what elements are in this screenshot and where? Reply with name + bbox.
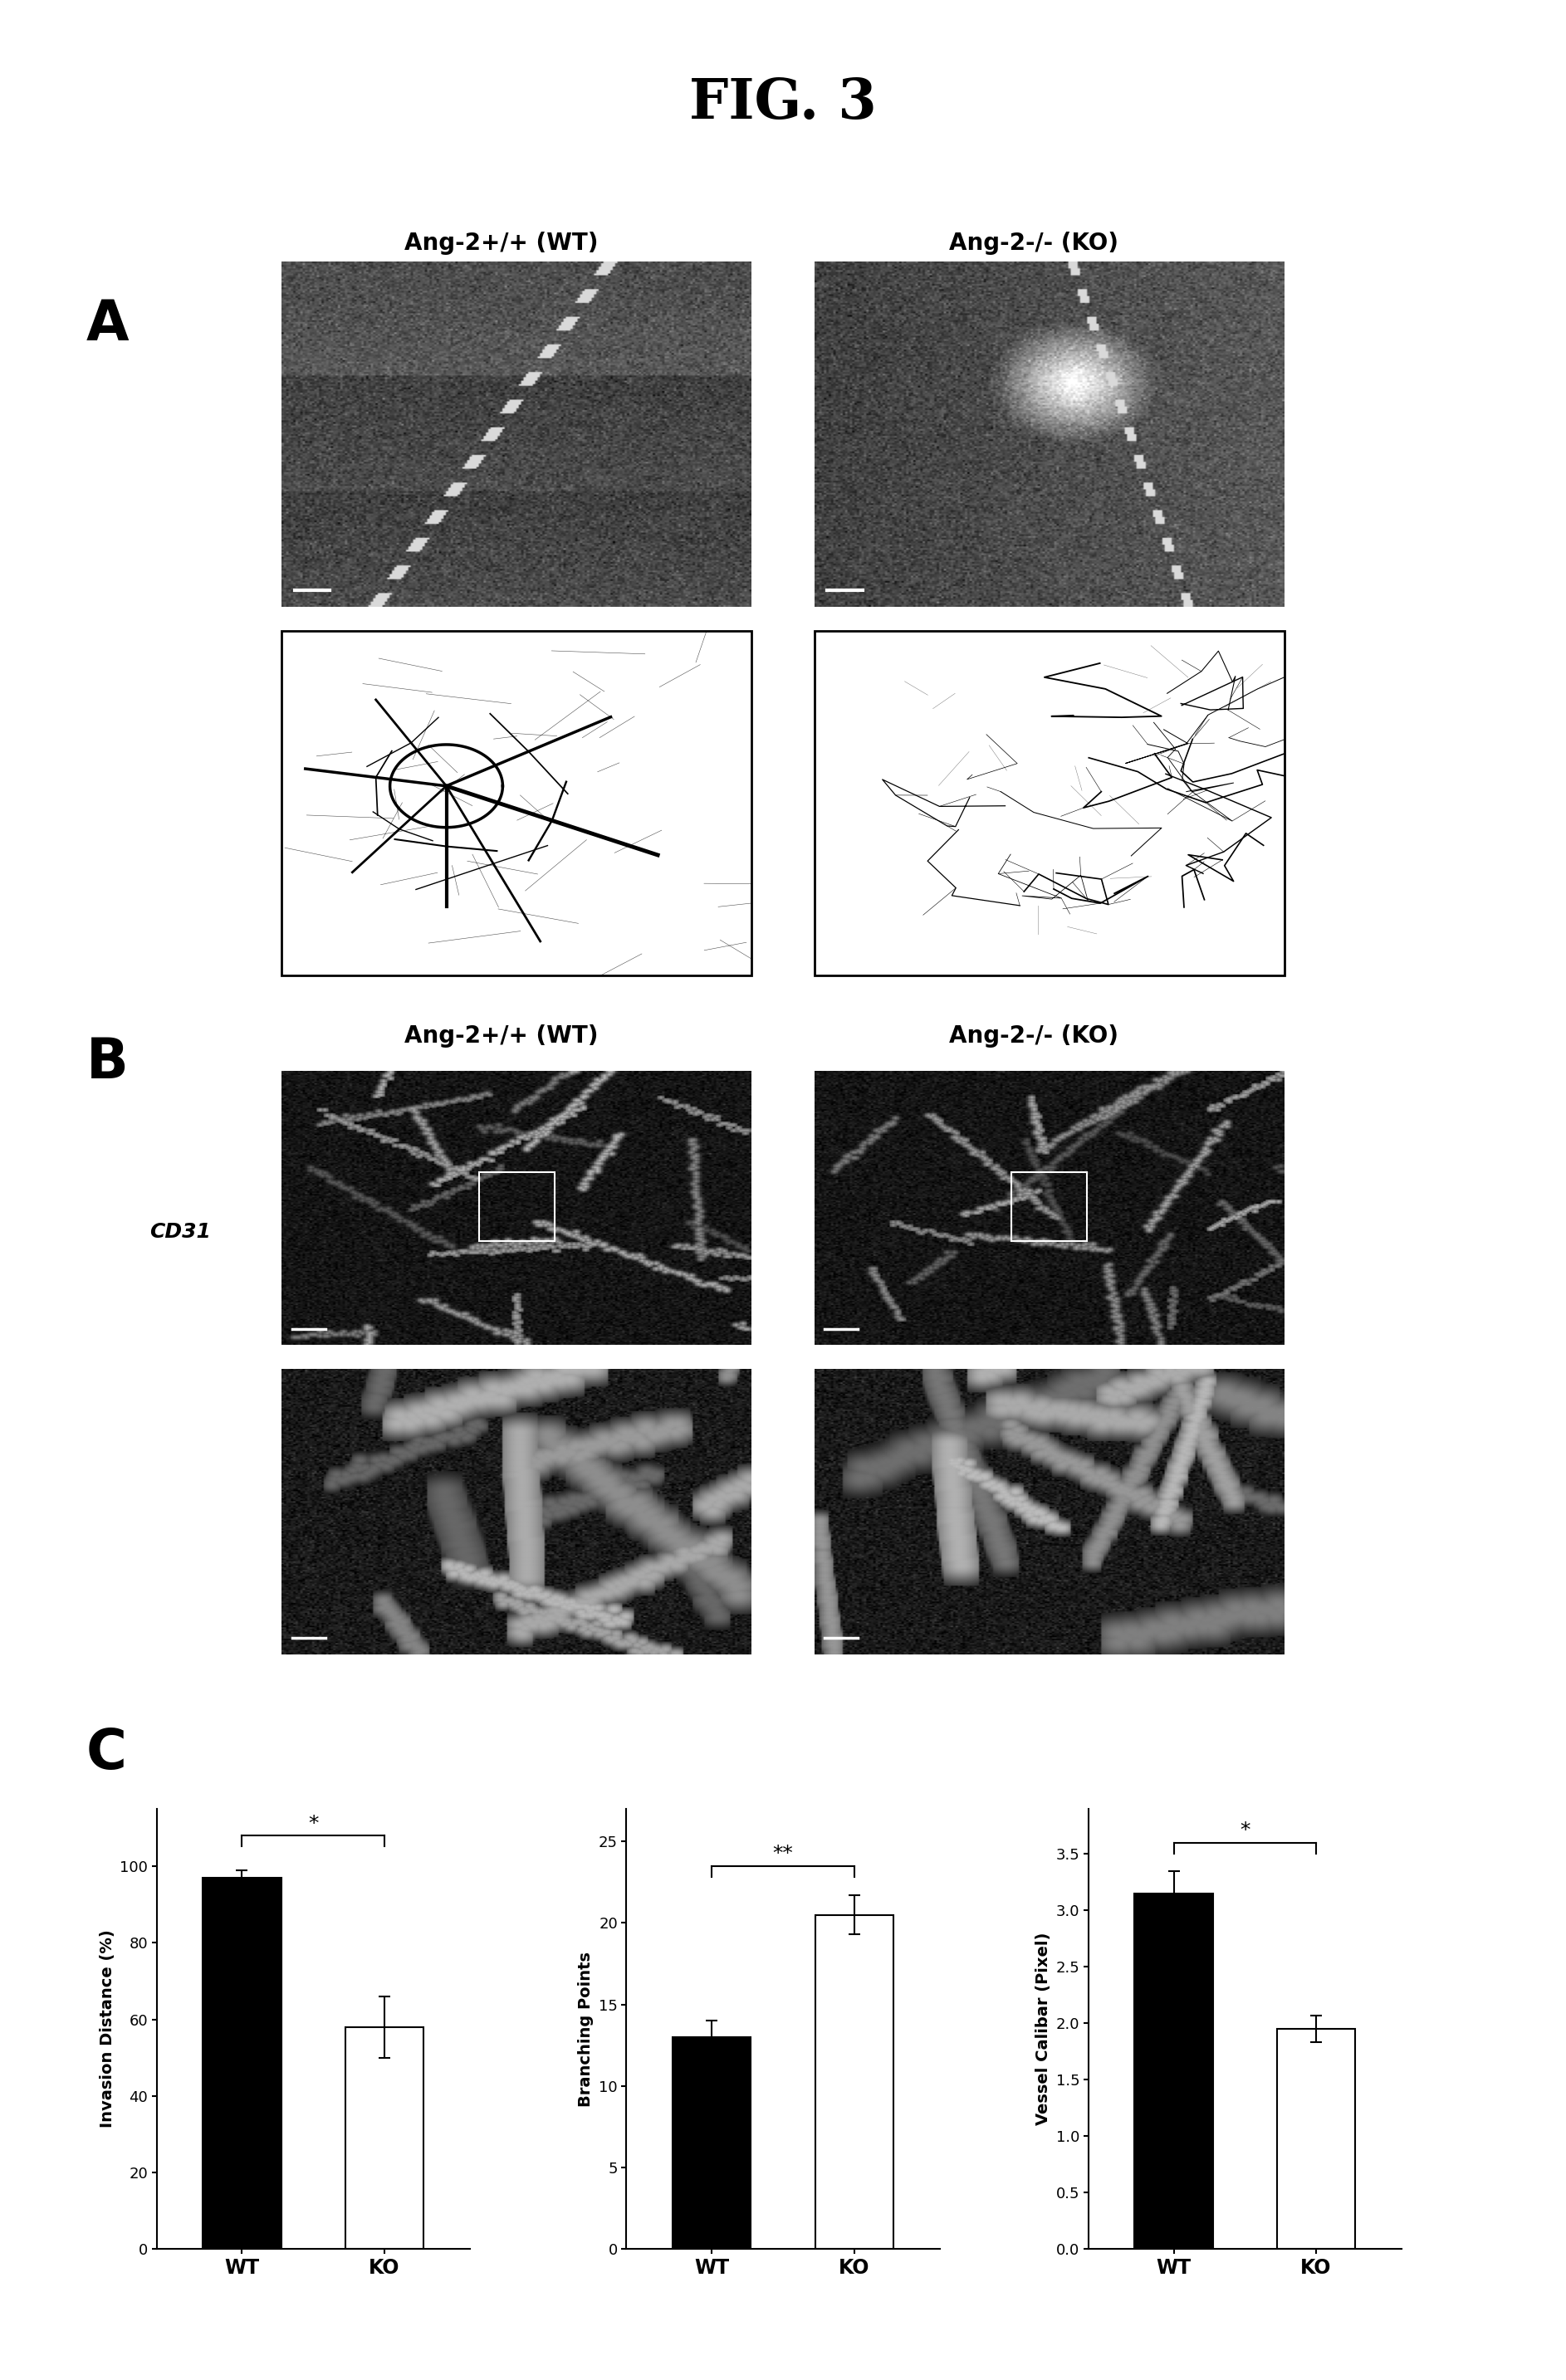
Text: C: C (86, 1725, 127, 1780)
Text: **: ** (772, 1845, 794, 1864)
Bar (814, 631, 1284, 976)
Bar (1135, 1894, 1214, 2249)
Y-axis label: Invasion Distance (%): Invasion Distance (%) (99, 1930, 116, 2128)
Text: B: B (86, 1035, 128, 1090)
Text: Ang-2+/+ (WT): Ang-2+/+ (WT) (404, 231, 598, 255)
Text: Ang-2-/- (KO): Ang-2-/- (KO) (949, 1023, 1118, 1047)
Text: *: * (1240, 1821, 1250, 1840)
Y-axis label: Branching Points: Branching Points (578, 1952, 594, 2106)
Bar (814, 1916, 893, 2249)
Text: A: A (86, 298, 128, 352)
Text: FIG. 3: FIG. 3 (689, 76, 877, 131)
Text: Ang-2-/- (KO): Ang-2-/- (KO) (949, 231, 1118, 255)
Text: *: * (309, 1814, 318, 1833)
Bar (204, 1878, 282, 2249)
Text: Ang-2+/+ (WT): Ang-2+/+ (WT) (404, 1023, 598, 1047)
Bar (1012, 1173, 1087, 1240)
Bar (282, 631, 752, 976)
Bar (345, 2028, 423, 2249)
Text: CD31: CD31 (149, 1221, 211, 1242)
Y-axis label: Vessel Calibar (Pixel): Vessel Calibar (Pixel) (1035, 1933, 1051, 2125)
Bar (673, 2037, 752, 2249)
Bar (1276, 2028, 1355, 2249)
Bar (479, 1173, 554, 1240)
